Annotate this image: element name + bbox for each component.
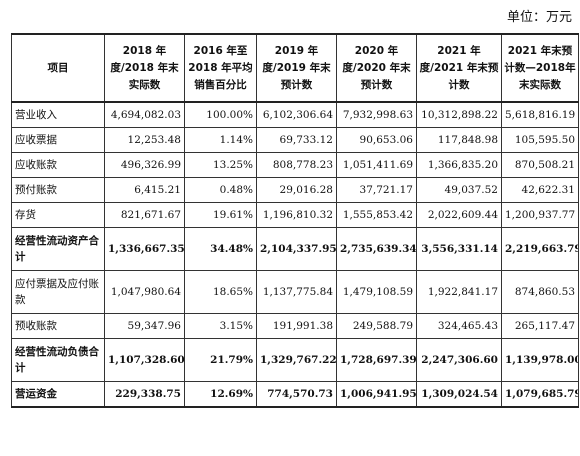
table-cell: 265,117.47 (501, 313, 579, 339)
table-row: 营业收入 4,694,082.03 100.00% 6,102,306.64 7,932… (11, 101, 579, 128)
table-cell: 496,326.99 (104, 152, 185, 178)
table-cell: 2,247,306.60 (416, 338, 502, 382)
table-cell: 12,253.48 (104, 127, 185, 153)
table-body: 营业收入 4,694,082.03 100.00% 6,102,306.64 7,932… (11, 101, 579, 408)
table-cell: 324,465.43 (416, 313, 502, 339)
table-row: 应收票据 12,253.48 1.14% 69,733.12 90,653.06 117,… (11, 127, 579, 153)
table-cell: 59,347.96 (104, 313, 185, 339)
row-label: 应付票据及应付账款 (11, 270, 105, 314)
table-cell: 10,312,898.22 (416, 101, 502, 128)
table-cell: 3,556,331.14 (416, 227, 502, 271)
table-cell: 1,555,853.42 (336, 202, 417, 228)
row-label: 经营性流动资产合计 (11, 227, 105, 271)
table-cell: 4,694,082.03 (104, 101, 185, 128)
row-label: 应收账款 (11, 152, 105, 178)
row-label: 应收票据 (11, 127, 105, 153)
column-header: 项目 (11, 33, 105, 103)
table-cell: 1,107,328.60 (104, 338, 185, 382)
working-capital-table: 项目 2018 年度/2018 年末实际数 2016 年至2018 年平均销售百分比… (11, 33, 579, 408)
column-header: 2019 年度/2019 年末预计数 (256, 33, 337, 103)
table-cell: 3.15% (184, 313, 257, 339)
table-cell: 13.25% (184, 152, 257, 178)
table-cell: 21.79% (184, 338, 257, 382)
table-row: 经营性流动负债合计 1,107,328.60 21.79% 1,329,767.22 1… (11, 338, 579, 382)
column-header: 2016 年至2018 年平均销售百分比 (184, 33, 257, 103)
table-row: 预收账款 59,347.96 3.15% 191,991.38 249,588.79 32… (11, 313, 579, 339)
table-cell: 49,037.52 (416, 177, 502, 203)
column-header: 2020 年度/2020 年末预计数 (336, 33, 417, 103)
table-cell: 2,104,337.95 (256, 227, 337, 271)
row-label: 营业收入 (11, 101, 105, 128)
column-header: 2018 年度/2018 年末实际数 (104, 33, 185, 103)
table-cell: 1,728,697.39 (336, 338, 417, 382)
table-cell: 821,671.67 (104, 202, 185, 228)
table-cell: 1,329,767.22 (256, 338, 337, 382)
table-cell: 5,618,816.19 (501, 101, 579, 128)
table-cell: 1,366,835.20 (416, 152, 502, 178)
table-cell: 1,051,411.69 (336, 152, 417, 178)
table-row: 预付账款 6,415.21 0.48% 29,016.28 37,721.17 49,03… (11, 177, 579, 203)
table-cell: 6,415.21 (104, 177, 185, 203)
table-cell: 1,139,978.00 (501, 338, 579, 382)
column-header: 2021 年度/2021 年末预计数 (416, 33, 502, 103)
table-cell: 1,479,108.59 (336, 270, 417, 314)
table-cell: 1,309,024.54 (416, 381, 502, 408)
header-row: 项目 2018 年度/2018 年末实际数 2016 年至2018 年平均销售百分比… (11, 33, 579, 103)
table-cell: 117,848.98 (416, 127, 502, 153)
table-cell: 42,622.31 (501, 177, 579, 203)
table-cell: 2,219,663.79 (501, 227, 579, 271)
column-header: 2021 年末预计数—2018年末实际数 (501, 33, 579, 103)
table-cell: 1,336,667.35 (104, 227, 185, 271)
table-row: 应付票据及应付账款 1,047,980.64 18.65% 1,137,775.84 1… (11, 270, 579, 314)
table-cell: 1,200,937.77 (501, 202, 579, 228)
table-cell: 0.48% (184, 177, 257, 203)
table-cell: 249,588.79 (336, 313, 417, 339)
table-cell: 1,006,941.95 (336, 381, 417, 408)
unit-label: 单位：万元 (506, 10, 572, 25)
table-cell: 1,137,775.84 (256, 270, 337, 314)
row-label: 营运资金 (11, 381, 105, 408)
table-cell: 774,570.73 (256, 381, 337, 408)
table-cell: 37,721.17 (336, 177, 417, 203)
table-cell: 18.65% (184, 270, 257, 314)
table-cell: 229,338.75 (104, 381, 185, 408)
table-cell: 1,047,980.64 (104, 270, 185, 314)
row-label: 存货 (11, 202, 105, 228)
table-cell: 2,022,609.44 (416, 202, 502, 228)
row-label: 经营性流动负债合计 (11, 338, 105, 382)
table-cell: 1,922,841.17 (416, 270, 502, 314)
table-cell: 7,932,998.63 (336, 101, 417, 128)
table-cell: 6,102,306.64 (256, 101, 337, 128)
table-cell: 90,653.06 (336, 127, 417, 153)
table-cell: 34.48% (184, 227, 257, 271)
table-row: 存货 821,671.67 19.61% 1,196,810.32 1,555,853.… (11, 202, 579, 228)
row-label: 预付账款 (11, 177, 105, 203)
table-cell: 191,991.38 (256, 313, 337, 339)
table-cell: 870,508.21 (501, 152, 579, 178)
row-label: 预收账款 (11, 313, 105, 339)
table-row: 营运资金 229,338.75 12.69% 774,570.73 1,006,941.… (11, 381, 579, 408)
table-cell: 12.69% (184, 381, 257, 408)
table-cell: 1,079,685.79 (501, 381, 579, 408)
table-cell: 1,196,810.32 (256, 202, 337, 228)
table-cell: 1.14% (184, 127, 257, 153)
table-cell: 874,860.53 (501, 270, 579, 314)
table-cell: 100.00% (184, 101, 257, 128)
table-cell: 808,778.23 (256, 152, 337, 178)
table-cell: 19.61% (184, 202, 257, 228)
table-row: 经营性流动资产合计 1,336,667.35 34.48% 2,104,337.95 2… (11, 227, 579, 271)
table-cell: 2,735,639.34 (336, 227, 417, 271)
table-cell: 105,595.50 (501, 127, 579, 153)
table-row: 应收账款 496,326.99 13.25% 808,778.23 1,051,411.… (11, 152, 579, 178)
table-cell: 29,016.28 (256, 177, 337, 203)
table-cell: 69,733.12 (256, 127, 337, 153)
